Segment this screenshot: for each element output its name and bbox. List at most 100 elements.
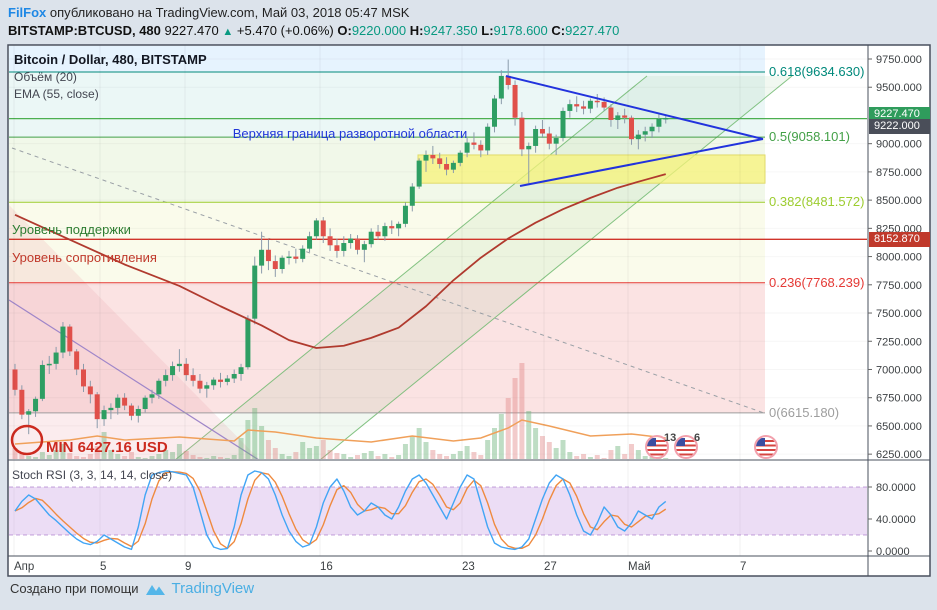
time-tick-label: 7 [740,561,746,573]
candle-body [574,104,580,107]
volume-bar [471,452,477,459]
fib-level-label: 0.236(7768.239) [769,274,865,290]
fib-band [9,137,765,203]
volume-bar [457,451,463,459]
candle-body [402,205,408,224]
annotation-min-price: MIN 6427.16 USD [46,439,168,456]
candle-body [587,100,593,109]
candle-body [622,115,628,118]
price-tick-label: 7500.000 [876,308,922,320]
volume-bar [560,440,566,459]
footer: Создано при помощи TradingView [10,580,254,597]
economic-event-flag-icon [674,435,698,459]
volume-bar [629,444,634,459]
volume-bar [567,452,573,459]
candle-body [272,261,278,269]
candle-body [101,410,107,420]
candle-body [238,367,244,374]
candle-body [601,101,607,108]
volume-bar [259,426,265,459]
volume-bar [622,454,628,459]
author-link[interactable]: FilFox [8,5,47,20]
candle-body [128,405,134,416]
triangle-lower-line [519,138,764,187]
annotation-upper-boundary: Верхняя граница разворотной области [232,126,468,141]
time-tick-label: Апр [14,561,34,573]
candle-body [546,133,552,144]
triangle-upper-line [505,75,764,140]
candle-body [635,134,641,140]
candle-body [81,369,86,387]
volume-bar [382,454,388,459]
candle-body [416,160,422,187]
chart-legend-ema: EMA (55, close) [14,87,99,101]
candle-body [492,98,497,127]
time-tick-label: 27 [544,561,557,573]
price-tick-label: 8500.000 [876,195,922,207]
candle-body [629,117,634,140]
candle-body [348,238,354,244]
candle-body [156,380,162,395]
candle-body [389,226,395,229]
down-channel-fill [9,205,260,459]
volume-bar [519,363,525,459]
volume-bar [135,457,141,459]
volume-bar [46,455,52,459]
volume-bar [444,456,450,459]
low-label: L: [481,23,494,38]
chart-background [8,45,930,576]
event-count-13: 13 [664,432,676,444]
volume-bar [245,420,251,459]
volume-bar [122,456,128,459]
candle-body [149,394,155,398]
volume-bar [368,451,374,459]
volume-bar [19,454,25,459]
time-tick-label: 23 [462,561,475,573]
price-tick-label: 6500.000 [876,421,922,433]
stoch-tick-label: 0.0000 [876,546,910,558]
volume-bar [361,453,367,459]
volume-bar [170,452,176,459]
stoch-tick-label: 40.0000 [876,514,916,526]
yellow-reversal-zone [417,154,766,184]
volume-bar [450,454,456,459]
candle-body [649,126,655,132]
volume-bar [553,448,559,459]
volume-bar [464,446,470,459]
price-tick-label: 8750.000 [876,167,922,179]
price-tick-label: 7000.000 [876,364,922,376]
stoch-band [9,487,867,535]
volume-bar [334,453,340,459]
chart-legend-title: Bitcoin / Dollar, 480, BITSTAMP [14,52,207,67]
stoch-panel [9,470,867,551]
candle-body [142,397,148,409]
tradingview-link[interactable]: TradingView [171,580,255,597]
candle-body [526,145,532,150]
volume-bar [574,456,580,459]
volume-bar [327,450,333,459]
volume-bar [197,457,203,459]
volume-bar [81,457,86,459]
volume-bar [33,457,39,459]
volume-bar [396,455,402,459]
candle-body [67,326,73,352]
volume-bar [224,458,230,459]
candle-body [560,110,566,139]
candle-body [26,411,32,415]
created-with-label: Создано при помощи [10,581,139,596]
candle-body [457,152,463,163]
volume-bar [635,450,641,459]
volume-bar [307,448,313,459]
volume-bar [656,454,662,459]
chart-border [7,44,931,577]
volume-bar [423,442,429,459]
low-value: 9178.600 [493,23,548,38]
candle-body [334,245,340,251]
last-price-badge: 9227.470 [869,106,930,122]
volume-bar [286,456,292,459]
volume-bar [402,444,408,459]
candle-body [170,366,176,376]
volume-bar [39,452,45,459]
volume-bar [594,455,600,459]
